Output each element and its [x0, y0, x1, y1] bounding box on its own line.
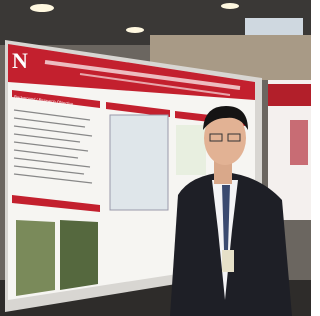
side-poster-header: [268, 84, 311, 106]
ceiling-light: [30, 4, 54, 12]
side-poster-figure: [290, 120, 308, 165]
photo: N Background / Research Objective: [0, 0, 311, 316]
chart-figure: [176, 125, 206, 175]
ceiling-light: [221, 3, 239, 9]
logo: N: [12, 48, 28, 73]
ceiling-light: [126, 27, 144, 33]
badge: [222, 250, 234, 272]
field-photo: [16, 220, 55, 296]
table: [110, 115, 168, 210]
sign: [245, 18, 303, 36]
field-photo: [60, 220, 98, 290]
